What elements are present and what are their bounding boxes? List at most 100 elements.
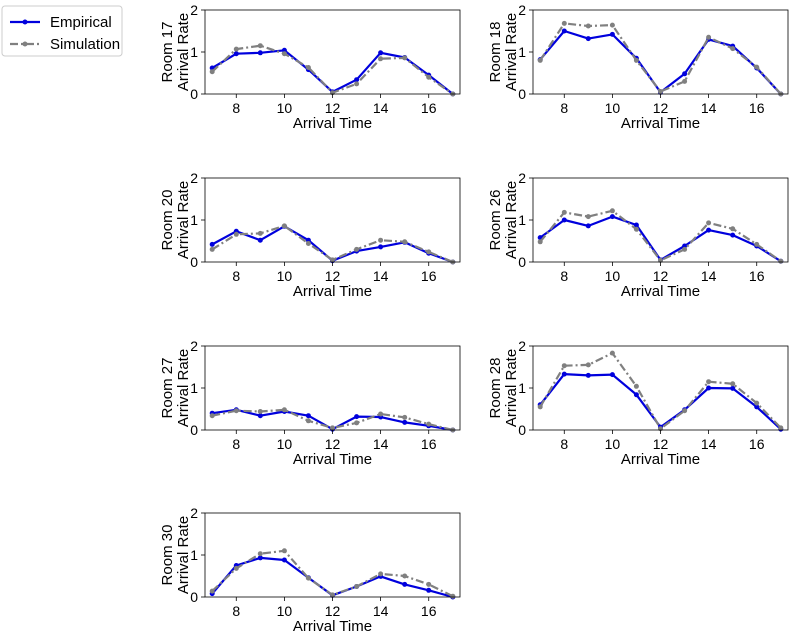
data-point-simulation xyxy=(426,421,432,427)
data-point-simulation xyxy=(257,230,263,236)
data-point-empirical xyxy=(633,392,639,398)
x-tick-label: 8 xyxy=(232,436,240,452)
data-point-simulation xyxy=(706,220,712,226)
y-axis-label-room: Room 30 xyxy=(159,525,176,586)
x-tick-label: 10 xyxy=(277,100,293,116)
x-tick-label: 14 xyxy=(373,436,389,452)
series-line-simulation xyxy=(211,224,454,264)
x-tick-label: 14 xyxy=(701,436,717,452)
data-point-simulation xyxy=(633,383,639,389)
x-tick-label: 8 xyxy=(560,268,568,284)
data-point-simulation xyxy=(305,575,311,581)
data-point-simulation xyxy=(354,246,360,252)
x-tick-label: 14 xyxy=(373,268,389,284)
data-point-simulation xyxy=(402,414,408,420)
data-point-simulation xyxy=(209,588,215,594)
data-point-simulation xyxy=(561,209,567,215)
x-tick-label: 10 xyxy=(605,436,621,452)
x-tick-label: 8 xyxy=(232,603,240,619)
axes-frame xyxy=(532,345,789,431)
series-line-simulation xyxy=(539,209,782,263)
y-tick-label: 0 xyxy=(190,422,198,438)
y-tick-label: 0 xyxy=(190,254,198,270)
data-point-simulation xyxy=(330,257,335,263)
data-point-simulation xyxy=(402,55,408,61)
y-tick-label: 1 xyxy=(190,44,198,60)
data-point-simulation xyxy=(658,257,663,263)
y-axis-label-room: Room 28 xyxy=(487,358,504,419)
x-tick-label: 8 xyxy=(232,100,240,116)
data-point-simulation xyxy=(778,258,784,264)
data-point-simulation xyxy=(257,551,263,557)
data-point-empirical xyxy=(706,385,712,391)
y-axis-label-room: Room 27 xyxy=(159,358,176,419)
x-tick-label: 12 xyxy=(653,100,669,116)
data-point-simulation xyxy=(682,408,688,414)
data-point-simulation xyxy=(730,46,736,52)
x-axis-label: Arrival Time xyxy=(293,283,372,300)
data-point-simulation xyxy=(378,56,384,62)
data-point-empirical xyxy=(305,413,311,419)
data-point-empirical xyxy=(354,77,360,83)
data-point-simulation xyxy=(537,239,543,245)
data-point-simulation xyxy=(585,214,591,220)
series-line-empirical xyxy=(211,225,454,264)
data-point-simulation xyxy=(378,411,384,417)
y-axis-label-rate: Arrival Rate xyxy=(175,181,192,259)
data-point-simulation xyxy=(378,237,384,243)
x-tick-label: 12 xyxy=(653,436,669,452)
x-tick-label: 8 xyxy=(232,268,240,284)
x-tick-label: 12 xyxy=(325,603,341,619)
data-point-simulation xyxy=(730,381,736,387)
series-line-simulation xyxy=(211,549,454,598)
data-point-empirical xyxy=(585,36,591,42)
y-axis-label-rate: Arrival Rate xyxy=(503,349,520,427)
legend-empirical-label: Empirical xyxy=(50,14,112,31)
series-line-empirical xyxy=(539,29,782,95)
data-point-simulation xyxy=(609,22,615,28)
data-point-simulation xyxy=(426,249,432,255)
y-tick-label: 2 xyxy=(190,170,198,186)
data-point-empirical xyxy=(209,241,215,247)
data-point-empirical xyxy=(706,227,712,233)
data-point-simulation xyxy=(209,246,215,252)
x-axis-label: Arrival Time xyxy=(621,283,700,300)
data-point-simulation xyxy=(561,363,567,369)
data-point-simulation xyxy=(706,34,712,40)
data-point-simulation xyxy=(233,565,239,571)
data-point-empirical xyxy=(281,557,287,563)
data-point-simulation xyxy=(305,65,311,70)
data-point-empirical xyxy=(609,31,615,37)
data-point-simulation xyxy=(754,64,760,70)
axes-frame xyxy=(204,9,461,95)
data-point-simulation xyxy=(609,350,615,356)
x-tick-label: 16 xyxy=(749,436,765,452)
y-axis-label-room: Room 20 xyxy=(159,190,176,251)
data-point-simulation xyxy=(257,43,263,49)
axes-frame xyxy=(204,512,461,598)
data-point-simulation xyxy=(281,223,287,229)
data-point-empirical xyxy=(402,419,408,425)
series-line-simulation xyxy=(539,352,782,430)
x-tick-label: 10 xyxy=(277,436,293,452)
data-point-empirical xyxy=(257,50,263,56)
y-tick-label: 2 xyxy=(190,338,198,354)
x-tick-label: 8 xyxy=(560,436,568,452)
y-tick-label: 1 xyxy=(518,212,526,228)
x-tick-label: 16 xyxy=(421,436,437,452)
y-tick-label: 2 xyxy=(518,170,526,186)
data-point-simulation xyxy=(633,57,639,63)
legend-empirical-marker xyxy=(22,19,28,25)
data-point-empirical xyxy=(257,413,263,419)
y-tick-label: 0 xyxy=(190,86,198,102)
series-line-empirical xyxy=(539,373,782,431)
y-axis-label-rate: Arrival Rate xyxy=(503,181,520,259)
y-tick-label: 2 xyxy=(190,2,198,18)
data-point-simulation xyxy=(305,241,311,246)
x-axis-label: Arrival Time xyxy=(293,451,372,468)
data-point-simulation xyxy=(537,404,543,410)
series-line-simulation xyxy=(539,22,782,95)
